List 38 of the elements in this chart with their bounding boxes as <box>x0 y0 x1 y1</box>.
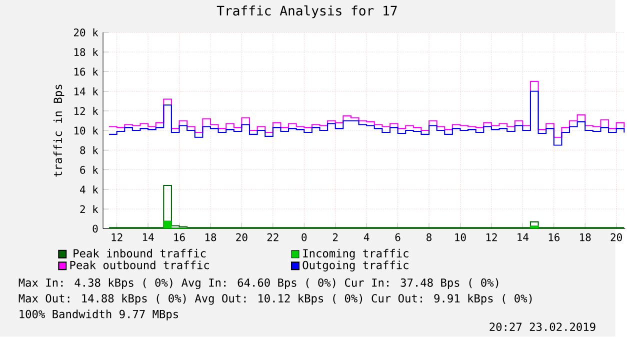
x-tick-label: 2 <box>332 233 338 242</box>
text: Max Out: 14.88 kBps ( 0%) Avg Out: 10.12 kBps ( 0%) Cur Out: 9.91 kBps ( 0%) <box>18 294 532 305</box>
y-tick-label: 12 k <box>74 107 98 116</box>
x-tick-label: 22 <box>267 233 278 242</box>
x-tick-label: 12 <box>112 233 122 242</box>
x-tick-label: 16 <box>174 233 185 242</box>
y-tick-label: 14 k <box>74 87 98 96</box>
y-tick-label: 20 k <box>74 28 98 37</box>
x-tick-label: 10 <box>455 233 466 242</box>
x-tick-label: 14 <box>518 233 528 242</box>
legend-label: Peak inbound traffic <box>74 249 206 258</box>
x-tick-label: 12 <box>486 233 497 242</box>
x-tick-label: 16 <box>548 233 560 242</box>
y-tick-label: 18 k <box>74 48 98 56</box>
x-tick-label: 18 <box>205 233 216 242</box>
y-tick-label: 10 k <box>74 126 98 135</box>
y-tick-label: 6 k <box>80 166 98 174</box>
x-tick-label: 8 <box>426 233 432 242</box>
y-tick-label: 16 k <box>74 68 98 76</box>
x-tick-label: 20 <box>610 233 622 242</box>
text: 20:27 23.02.2019 <box>490 322 596 332</box>
x-tick-label: 6 <box>395 233 400 242</box>
x-tick-label: 14 <box>142 233 154 242</box>
y-tick-label: 8 k <box>80 146 98 154</box>
text: Max In: 4.38 kBps ( 0%) Avg In: 64.60 Bps ( 0%) Cur In: 37.48 Bps ( 0%) <box>18 278 498 290</box>
legend-label: Outgoing traffic <box>302 260 408 272</box>
x-tick-label: 18 <box>580 233 591 242</box>
legend-label: Incoming traffic <box>303 249 408 260</box>
x-tick-label: 4 <box>364 233 370 242</box>
legend-label: Peak outbound traffic <box>70 260 209 270</box>
chart-title: Traffic Analysis for 17 <box>216 6 397 18</box>
y-axis-title: traffic in Bps <box>53 84 64 177</box>
y-tick-label: 2 k <box>80 205 98 214</box>
text: 100% Bandwidth 9.77 MBps <box>20 310 178 321</box>
y-tick-label: 0 <box>92 224 98 233</box>
x-tick-label: 20 <box>236 233 248 242</box>
y-tick-label: 4 k <box>80 186 98 194</box>
x-tick-label: 0 <box>302 233 307 242</box>
